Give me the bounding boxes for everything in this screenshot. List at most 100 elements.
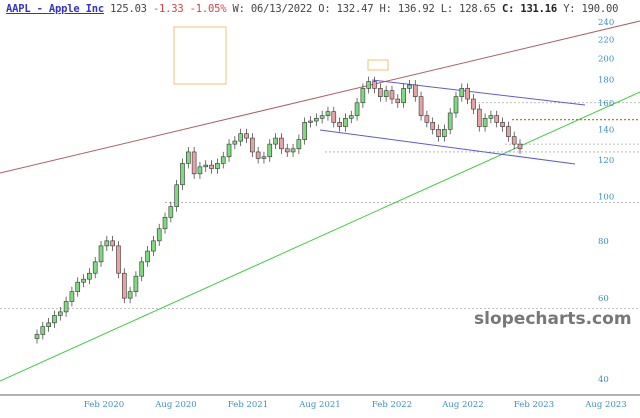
y-tick-label: 120 <box>598 156 614 166</box>
y-tick-label: 220 <box>598 35 614 45</box>
candle-body <box>57 311 63 316</box>
candle-body <box>197 166 203 175</box>
x-tick-label: Feb 2022 <box>372 400 412 410</box>
candle-body <box>325 111 331 116</box>
candle-body <box>412 84 418 97</box>
candle-body <box>40 326 46 335</box>
upper-trendline[interactable] <box>0 20 640 174</box>
candle <box>244 128 249 144</box>
candle <box>162 212 168 234</box>
candle-body <box>186 151 191 164</box>
candle <box>494 110 500 128</box>
candle <box>395 94 401 108</box>
candle <box>104 235 110 251</box>
candle <box>180 158 185 190</box>
candle <box>506 121 511 142</box>
channel-lower[interactable] <box>319 129 576 165</box>
y-tick-label: 140 <box>598 125 614 135</box>
candle-body <box>290 148 296 153</box>
y-tick-label: 80 <box>598 237 609 247</box>
symbol-link[interactable]: AAPL - Apple Inc <box>6 3 104 15</box>
candle <box>69 286 75 307</box>
candle-body <box>378 88 383 97</box>
candle <box>360 83 366 108</box>
candle-body <box>424 115 430 123</box>
candle-body <box>296 139 302 150</box>
candle <box>442 124 447 142</box>
y-tick-label: 180 <box>598 75 614 85</box>
candle <box>220 151 226 169</box>
candle-body <box>145 250 150 263</box>
candle-body <box>389 90 395 100</box>
candle <box>471 94 476 115</box>
candle <box>127 286 133 304</box>
candle <box>255 147 261 164</box>
candle <box>488 110 494 124</box>
candle-body <box>267 143 273 158</box>
candle <box>290 143 296 157</box>
candle <box>430 117 436 135</box>
candle <box>34 329 40 344</box>
candle-body <box>250 137 255 153</box>
channel-upper[interactable] <box>371 79 586 106</box>
candle-body <box>52 315 57 324</box>
candle-body <box>442 129 447 137</box>
candle <box>325 106 331 121</box>
candle <box>412 79 418 102</box>
highlight-box-small <box>367 59 389 71</box>
candle <box>75 277 81 297</box>
candle <box>407 79 412 94</box>
candle <box>511 131 517 150</box>
candle-body <box>220 156 226 164</box>
high: H: 136.92 <box>379 3 435 15</box>
candle <box>139 256 145 282</box>
candle-body <box>476 108 482 127</box>
candle-body <box>255 151 261 159</box>
change: -1.33 <box>152 3 184 15</box>
candle-body <box>314 117 319 122</box>
candle <box>500 117 505 132</box>
candle-body <box>279 137 284 150</box>
candle-body <box>348 115 354 119</box>
candle-body <box>383 90 389 97</box>
candle-body <box>453 96 459 114</box>
candle-body <box>81 278 86 283</box>
open: O: 132.47 <box>318 3 374 15</box>
candle-body <box>69 291 75 302</box>
candle <box>145 246 150 267</box>
last-price: 125.03 <box>110 3 147 15</box>
candle <box>232 136 238 150</box>
candle-body <box>203 164 209 168</box>
candle-body <box>174 184 179 207</box>
candle-body <box>418 96 424 116</box>
candle <box>372 76 377 94</box>
candle-body <box>360 88 366 104</box>
candle <box>52 310 57 328</box>
candle-body <box>63 301 69 313</box>
candle-body <box>459 88 465 97</box>
candle <box>92 256 98 279</box>
candle <box>110 235 115 251</box>
lower-trendline[interactable] <box>0 91 640 382</box>
candle <box>250 133 255 157</box>
candle-body <box>46 322 51 327</box>
candle <box>133 271 139 297</box>
candle <box>319 110 325 124</box>
candle-body <box>331 111 337 123</box>
close: C: 131.16 <box>501 3 558 15</box>
candle-body <box>500 122 505 127</box>
candle-body <box>139 261 145 277</box>
candle <box>98 240 104 267</box>
x-tick-label: Feb 2023 <box>514 400 554 410</box>
candle <box>238 128 243 147</box>
low: L: 128.65 <box>440 3 496 15</box>
candle-body <box>366 81 371 89</box>
candle-body <box>471 98 476 110</box>
candle-body <box>308 120 313 123</box>
y-value: Y: 190.00 <box>563 3 619 15</box>
candle <box>81 274 86 288</box>
candle <box>302 117 307 145</box>
candle <box>151 235 156 257</box>
candle-body <box>517 143 523 150</box>
